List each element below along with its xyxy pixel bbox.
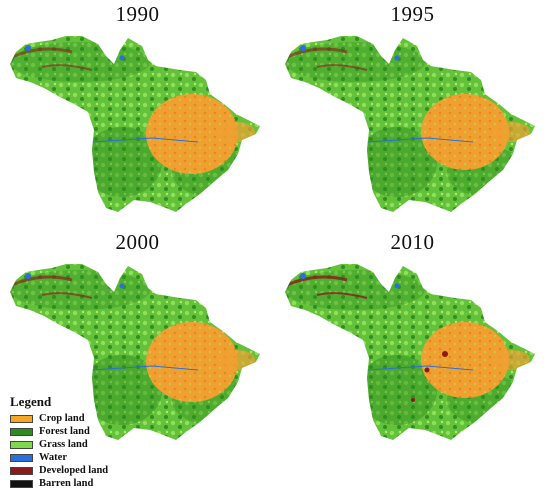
legend-label: Grass land (39, 439, 88, 450)
legend-swatch (10, 466, 33, 475)
legend-title: Legend (10, 394, 52, 409)
legend-swatch (10, 440, 33, 449)
legend-item-grass: Grass land (10, 438, 140, 451)
legend-swatch (10, 453, 33, 462)
legend-swatch (10, 427, 33, 436)
legend-swatch (10, 414, 33, 423)
basin-map (285, 36, 535, 212)
year-label: 2000 (115, 230, 160, 254)
map-panel-2000: 2000 (0, 228, 275, 468)
legend-item-forest: Forest land (10, 425, 140, 438)
legend-item-developed: Developed land (10, 464, 140, 477)
year-label: 1990 (115, 2, 160, 26)
map-panel-2010: 2010 (275, 228, 550, 468)
legend-label: Barren land (39, 478, 94, 489)
legend-item-barren: Barren land (10, 477, 140, 490)
map-panel-1990: 1990 (0, 0, 275, 240)
legend-swatch (10, 479, 33, 488)
year-label: 1995 (390, 2, 435, 26)
legend-label: Developed land (39, 465, 109, 476)
legend-item-water: Water (10, 451, 140, 464)
basin-map (10, 36, 260, 212)
legend-label: Crop land (39, 413, 85, 424)
legend-item-crop: Crop land (10, 412, 140, 425)
basin-map (285, 264, 535, 440)
legend-label: Water (39, 452, 67, 463)
year-label: 2010 (390, 230, 435, 254)
legend: Legend Crop land Forest land Grass land … (10, 394, 140, 490)
map-panel-1995: 1995 (275, 0, 550, 240)
legend-label: Forest land (39, 426, 90, 437)
